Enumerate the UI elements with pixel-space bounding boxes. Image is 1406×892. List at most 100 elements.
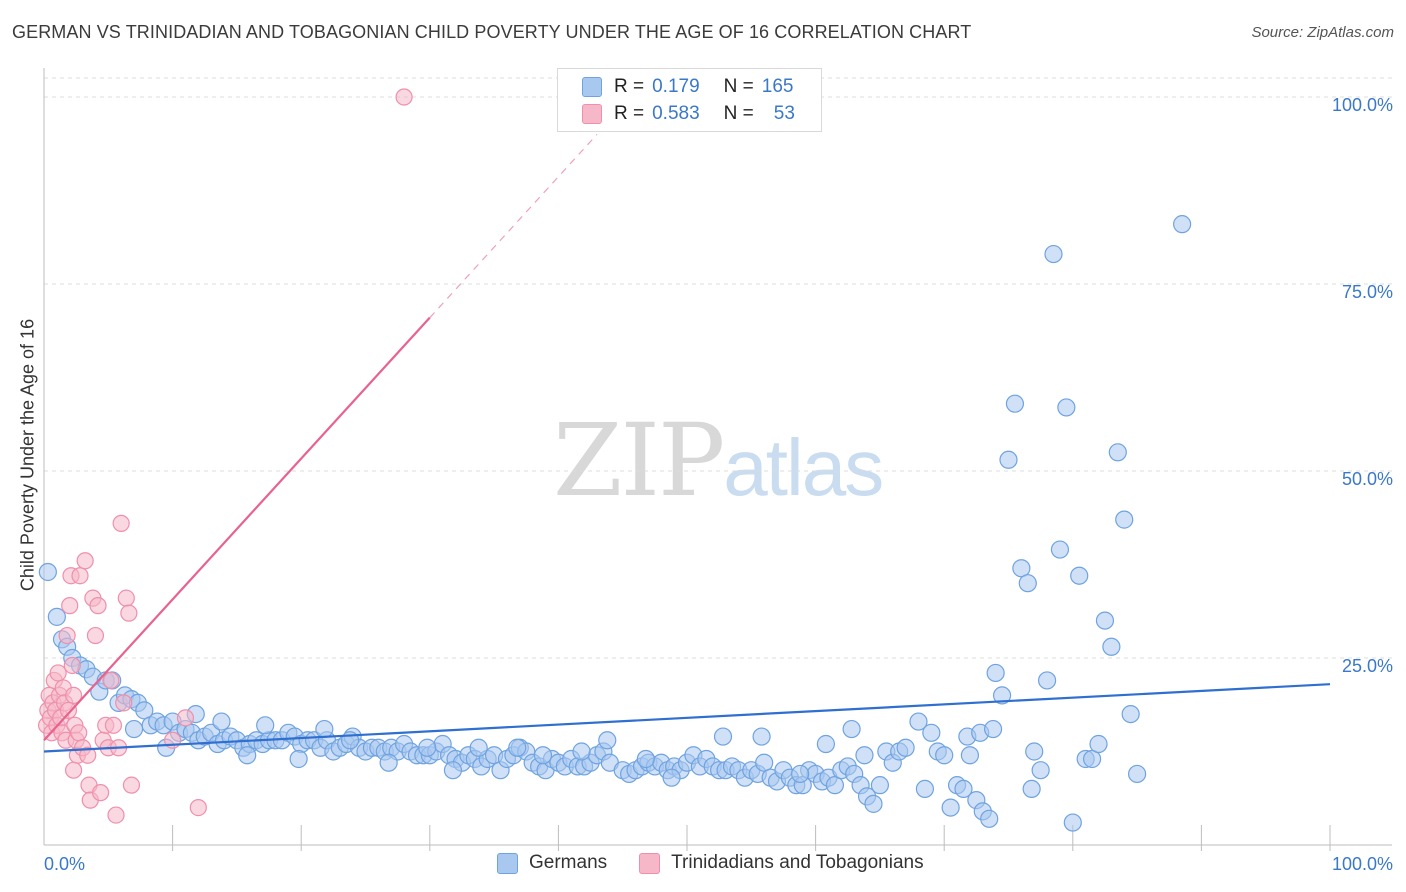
point-trinidadians bbox=[117, 589, 135, 607]
point-germans bbox=[983, 719, 1003, 739]
point-germans bbox=[379, 753, 398, 772]
point-germans bbox=[1121, 704, 1140, 724]
point-trinidadians bbox=[91, 784, 110, 802]
point-germans bbox=[1031, 761, 1050, 780]
n-value: 53 bbox=[773, 103, 795, 124]
point-germans bbox=[1025, 742, 1044, 761]
source-credit: Source: ZipAtlas.com bbox=[1251, 24, 1394, 41]
point-germans bbox=[1012, 559, 1031, 578]
point-trinidadians bbox=[102, 671, 120, 690]
point-germans bbox=[922, 723, 941, 742]
legend-item-trinidadians[interactable]: Trinidadians and Tobagonians bbox=[639, 852, 924, 874]
point-trinidadians bbox=[64, 761, 83, 779]
r-value: 0.583 bbox=[652, 103, 700, 124]
x-tick-label: 0.0% bbox=[44, 854, 85, 874]
n-value: 165 bbox=[761, 76, 794, 97]
x-tick-label: 100.0% bbox=[1332, 854, 1393, 874]
point-germans bbox=[1089, 734, 1108, 754]
point-trinidadians bbox=[76, 552, 94, 570]
point-germans bbox=[1108, 443, 1127, 462]
point-germans bbox=[1018, 574, 1037, 593]
correlation-legend: R = 0.179 N = 165 R = 0.583 N = 53 bbox=[557, 68, 822, 132]
point-germans bbox=[256, 716, 275, 735]
point-germans bbox=[469, 738, 488, 757]
point-germans bbox=[896, 738, 915, 757]
point-trinidadians bbox=[61, 597, 79, 615]
point-germans bbox=[992, 686, 1012, 705]
point-trinidadians bbox=[115, 694, 133, 712]
trinidadians-swatch bbox=[639, 852, 661, 874]
point-germans bbox=[598, 731, 617, 750]
y-tick-label: 50.0% bbox=[1342, 469, 1393, 489]
legend-label-trinidadians: Trinidadians and Tobagonians bbox=[671, 852, 924, 873]
trendline-trinidadians bbox=[43, 316, 431, 742]
point-germans bbox=[238, 746, 257, 765]
point-germans bbox=[935, 746, 954, 765]
legend-row-germans: R = 0.179 N = 165 bbox=[582, 75, 793, 99]
point-germans bbox=[1057, 398, 1076, 417]
point-germans bbox=[713, 727, 733, 746]
point-germans bbox=[999, 450, 1018, 469]
point-germans bbox=[289, 749, 308, 769]
legend-row-trinidadians: R = 0.583 N = 53 bbox=[582, 102, 795, 126]
point-germans bbox=[212, 712, 231, 731]
r-value: 0.179 bbox=[652, 76, 700, 97]
legend-item-germans[interactable]: Germans bbox=[497, 852, 607, 874]
legend-label-germans: Germans bbox=[529, 852, 608, 873]
trinidadians-swatch bbox=[582, 104, 602, 124]
point-trinidadians bbox=[189, 798, 207, 817]
germans-swatch bbox=[497, 852, 518, 874]
point-germans bbox=[443, 761, 463, 780]
point-germans bbox=[1115, 510, 1134, 529]
point-germans bbox=[755, 753, 774, 772]
point-germans bbox=[1102, 637, 1121, 656]
point-germans bbox=[1050, 540, 1070, 559]
point-germans bbox=[960, 746, 980, 765]
point-germans bbox=[662, 768, 681, 787]
germans-swatch bbox=[582, 77, 602, 97]
trendline-germans bbox=[43, 683, 1331, 753]
point-germans bbox=[533, 746, 553, 765]
point-germans bbox=[47, 607, 66, 626]
point-germans bbox=[1063, 813, 1082, 832]
r-label: R = bbox=[614, 103, 645, 124]
point-trinidadians bbox=[70, 724, 88, 742]
point-trinidadians bbox=[64, 686, 83, 705]
point-trinidadians bbox=[112, 514, 130, 532]
point-trinidadians bbox=[86, 626, 105, 645]
point-trinidadians bbox=[79, 746, 97, 764]
point-germans bbox=[980, 809, 999, 828]
point-trinidadians bbox=[59, 701, 78, 719]
point-germans bbox=[941, 798, 960, 817]
point-germans bbox=[572, 742, 591, 761]
point-germans bbox=[1044, 244, 1063, 264]
point-germans bbox=[1095, 611, 1115, 630]
point-trinidadians bbox=[49, 664, 67, 682]
point-germans bbox=[842, 719, 861, 739]
r-label: R = bbox=[614, 76, 645, 97]
point-trinidadians bbox=[107, 806, 125, 824]
point-germans bbox=[1173, 215, 1192, 234]
point-germans bbox=[825, 776, 844, 795]
y-axis-label: Child Poverty Under the Age of 16 bbox=[17, 318, 38, 592]
point-germans bbox=[315, 719, 334, 739]
point-trinidadians bbox=[104, 716, 123, 734]
point-trinidadians bbox=[71, 567, 89, 585]
point-germans bbox=[1005, 394, 1025, 413]
point-trinidadians bbox=[176, 709, 195, 727]
point-germans bbox=[791, 764, 810, 784]
point-trinidadians bbox=[120, 604, 138, 622]
watermark: ZIPatlas bbox=[553, 402, 884, 519]
n-label: N = bbox=[723, 76, 754, 97]
point-germans bbox=[954, 779, 973, 799]
point-germans bbox=[816, 734, 835, 754]
point-germans bbox=[1022, 779, 1041, 799]
point-germans bbox=[752, 727, 771, 746]
point-germans bbox=[38, 562, 57, 582]
point-germans bbox=[864, 794, 883, 813]
point-trinidadians bbox=[89, 597, 107, 615]
point-germans bbox=[909, 712, 928, 731]
watermark-zip: ZIP bbox=[553, 402, 725, 519]
watermark-atlas: atlas bbox=[723, 423, 884, 512]
